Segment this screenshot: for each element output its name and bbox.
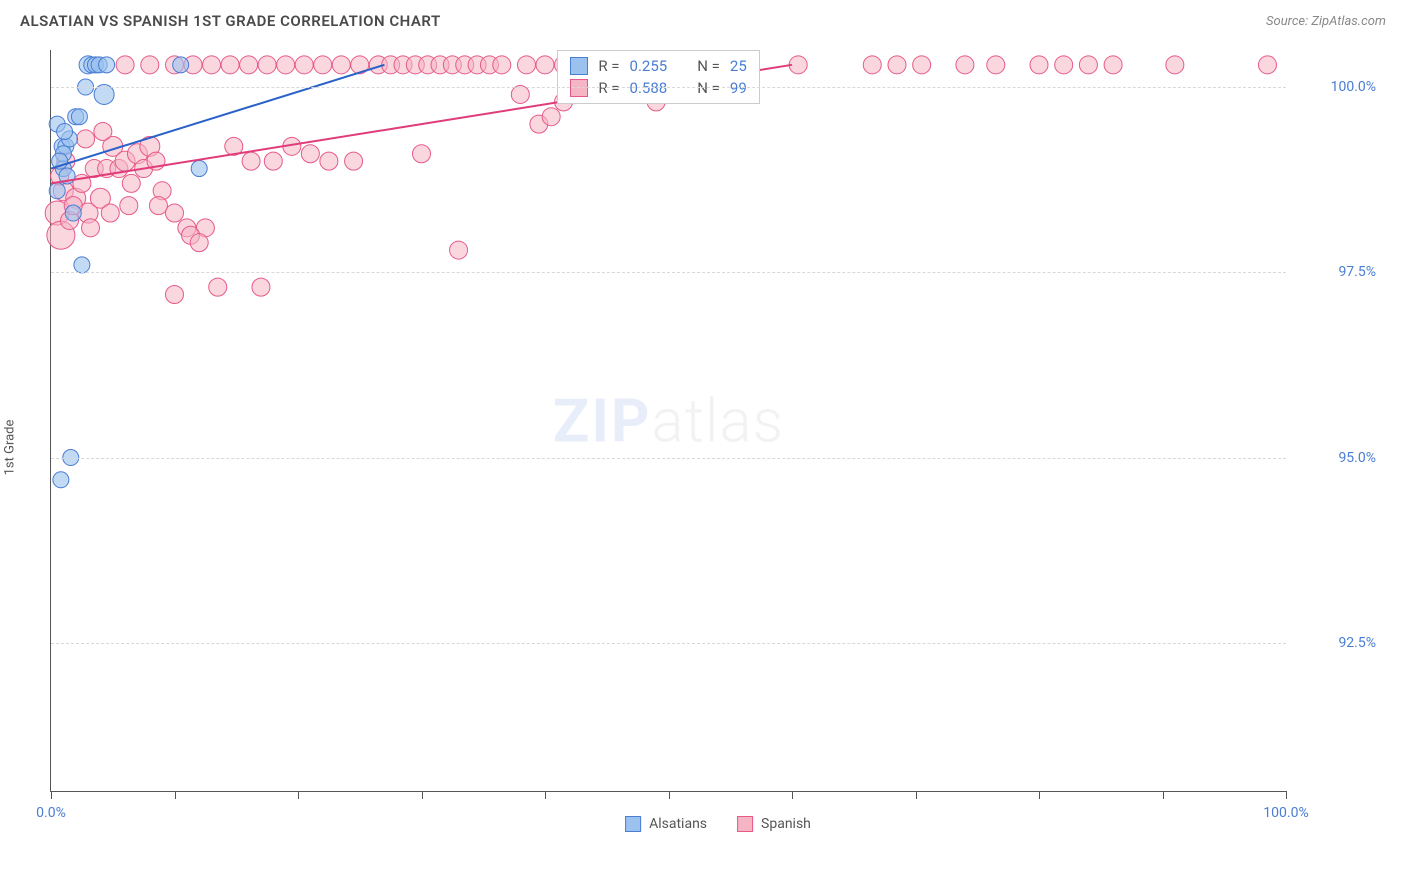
- legend-item-spanish: Spanish: [737, 816, 811, 832]
- spanish-point: [77, 130, 95, 148]
- alsatians-point: [49, 183, 65, 199]
- gridline: [51, 458, 1286, 459]
- spanish-point: [1030, 56, 1048, 74]
- chart-source: Source: ZipAtlas.com: [1266, 14, 1386, 29]
- spanish-point: [913, 56, 931, 74]
- spanish-point: [258, 56, 276, 74]
- spanish-point: [536, 56, 554, 74]
- spanish-point: [242, 152, 260, 170]
- spanish-point: [190, 234, 208, 252]
- alsatians-point: [71, 109, 87, 125]
- stats-r-label: R =: [598, 57, 619, 75]
- gridline: [51, 87, 1286, 88]
- spanish-point: [149, 197, 167, 215]
- stats-legend-box: R =0.255N =25R =0.588N =99: [557, 50, 759, 104]
- spanish-point: [956, 56, 974, 74]
- spanish-point: [542, 108, 560, 126]
- spanish-point: [888, 56, 906, 74]
- x-tick: [1039, 791, 1040, 799]
- spanish-point: [252, 278, 270, 296]
- spanish-point: [517, 56, 535, 74]
- y-tick-label: 97.5%: [1296, 264, 1376, 280]
- x-tick: [1286, 791, 1287, 799]
- alsatians-point: [57, 124, 73, 140]
- spanish-point: [94, 123, 112, 141]
- spanish-point: [511, 85, 529, 103]
- alsatians-legend-swatch-icon: [625, 816, 641, 832]
- spanish-point: [209, 278, 227, 296]
- alsatians-point: [173, 57, 189, 73]
- spanish-point: [1079, 56, 1097, 74]
- spanish-point: [166, 204, 184, 222]
- y-axis-label: 1st Grade: [3, 420, 18, 476]
- spanish-point: [345, 152, 363, 170]
- alsatians-point: [74, 257, 90, 273]
- spanish-point: [221, 56, 239, 74]
- y-tick-label: 92.5%: [1296, 635, 1376, 651]
- x-tick: [175, 791, 176, 799]
- spanish-point: [1166, 56, 1184, 74]
- gridline: [51, 643, 1286, 644]
- spanish-point: [141, 56, 159, 74]
- spanish-point: [277, 56, 295, 74]
- spanish-point: [332, 56, 350, 74]
- spanish-point: [493, 56, 511, 74]
- x-tick: [298, 791, 299, 799]
- y-tick-label: 100.0%: [1296, 79, 1376, 95]
- spanish-point: [301, 145, 319, 163]
- x-tick-label: 0.0%: [36, 805, 66, 821]
- x-tick: [792, 791, 793, 799]
- legend-label: Alsatians: [649, 816, 707, 832]
- spanish-point: [295, 56, 313, 74]
- spanish-point: [166, 286, 184, 304]
- spanish-point: [120, 197, 138, 215]
- x-tick: [51, 791, 52, 799]
- spanish-point: [413, 145, 431, 163]
- spanish-legend-swatch-icon: [737, 816, 753, 832]
- spanish-point: [987, 56, 1005, 74]
- gridline: [51, 272, 1286, 273]
- x-tick: [669, 791, 670, 799]
- x-tick: [916, 791, 917, 799]
- spanish-point: [314, 56, 332, 74]
- x-tick-label: 100.0%: [1263, 805, 1308, 821]
- stats-row-alsatians: R = 0.255 N = 25: [570, 55, 746, 77]
- spanish-point: [1104, 56, 1122, 74]
- alsatians-point: [191, 161, 207, 177]
- spanish-point: [82, 219, 100, 237]
- stats-r-value: 0.255: [630, 57, 668, 75]
- spanish-point: [101, 204, 119, 222]
- alsatians-swatch-icon: [570, 57, 588, 75]
- legend-item-alsatians: Alsatians: [625, 816, 707, 832]
- spanish-point: [122, 174, 140, 192]
- x-tick: [545, 791, 546, 799]
- stats-n-value: 25: [730, 57, 747, 75]
- chart-title: ALSATIAN VS SPANISH 1ST GRADE CORRELATIO…: [20, 12, 441, 30]
- spanish-point: [1055, 56, 1073, 74]
- chart-area: ZIPatlas R =0.255N =25R =0.588N =99 92.5…: [50, 50, 1386, 842]
- spanish-point: [240, 56, 258, 74]
- spanish-point: [116, 56, 134, 74]
- spanish-point: [450, 241, 468, 259]
- spanish-point: [264, 152, 282, 170]
- x-tick: [422, 791, 423, 799]
- alsatians-trendline: [51, 65, 384, 169]
- spanish-point: [203, 56, 221, 74]
- spanish-point: [863, 56, 881, 74]
- chart-header: ALSATIAN VS SPANISH 1ST GRADE CORRELATIO…: [0, 0, 1406, 38]
- stats-n-label: N =: [697, 57, 720, 75]
- spanish-point: [1258, 56, 1276, 74]
- chart-svg: [51, 50, 1286, 791]
- legend-bottom: Alsatians Spanish: [625, 816, 811, 832]
- alsatians-point: [65, 205, 81, 221]
- legend-label: Spanish: [761, 816, 811, 832]
- plot-area: ZIPatlas R =0.255N =25R =0.588N =99 92.5…: [50, 50, 1286, 792]
- x-tick: [1163, 791, 1164, 799]
- alsatians-point: [53, 472, 69, 488]
- spanish-point: [320, 152, 338, 170]
- alsatians-point: [99, 57, 115, 73]
- y-tick-label: 95.0%: [1296, 450, 1376, 466]
